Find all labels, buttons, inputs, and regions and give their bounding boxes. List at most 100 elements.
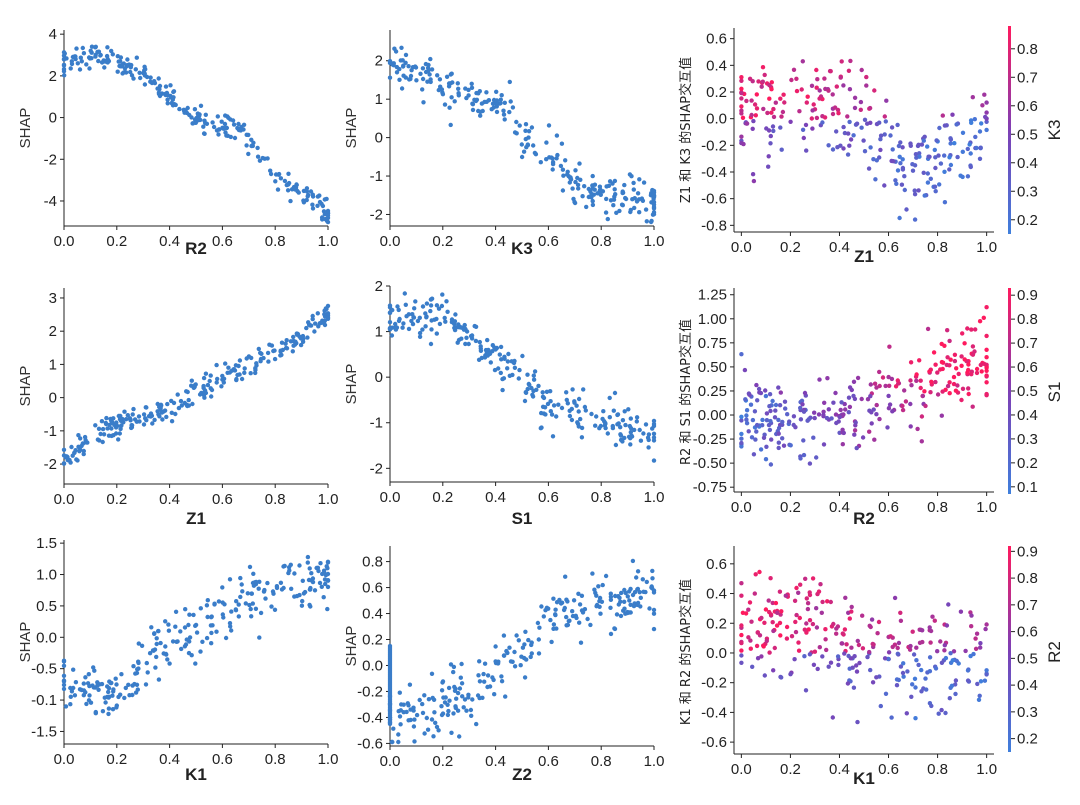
data-point (978, 362, 983, 368)
data-point (788, 119, 793, 125)
data-point (528, 654, 533, 660)
data-point (130, 692, 135, 698)
data-point (141, 422, 147, 427)
data-point (429, 327, 434, 332)
data-point (746, 391, 752, 396)
data-point (777, 589, 783, 594)
data-point (800, 127, 806, 132)
data-point (843, 407, 848, 412)
data-point (851, 379, 857, 384)
y-tick-label: 1 (49, 356, 57, 373)
data-point (612, 626, 618, 632)
data-point (309, 571, 314, 576)
data-point (124, 62, 130, 68)
data-point (274, 584, 280, 589)
data-point (449, 95, 454, 100)
data-point (578, 416, 583, 422)
data-point (748, 402, 754, 407)
data-point (429, 717, 435, 722)
data-point (755, 656, 761, 661)
data-point (594, 414, 599, 419)
data-point (447, 105, 452, 110)
data-point (744, 121, 750, 126)
data-point (769, 87, 774, 92)
data-point (592, 187, 597, 192)
data-point (118, 426, 123, 432)
data-point (431, 697, 437, 702)
data-point (868, 145, 873, 150)
data-point (764, 444, 769, 449)
data-point (811, 662, 817, 667)
data-point (852, 654, 857, 659)
data-point (608, 605, 613, 610)
data-point (459, 661, 464, 667)
data-point (536, 637, 541, 642)
data-point (541, 411, 547, 416)
data-point (942, 643, 947, 648)
data-point (890, 644, 895, 650)
data-point (544, 389, 550, 394)
x-tick-label: 0.6 (538, 233, 559, 250)
data-point (918, 385, 923, 391)
data-point (634, 419, 639, 424)
data-point (575, 182, 581, 188)
data-point (858, 99, 864, 105)
data-point (131, 406, 136, 412)
data-point (577, 602, 583, 607)
data-point (61, 461, 67, 466)
data-point (560, 167, 566, 172)
data-point (494, 109, 500, 115)
data-point (115, 69, 120, 74)
data-point (553, 607, 558, 612)
data-point (398, 708, 403, 713)
data-point (567, 180, 572, 185)
data-point (944, 362, 949, 368)
data-point (847, 119, 852, 125)
data-point (554, 133, 560, 138)
data-point (754, 422, 760, 428)
data-point (524, 657, 529, 662)
data-point (400, 325, 405, 330)
data-point (908, 401, 913, 407)
data-point (776, 445, 781, 451)
data-point (435, 73, 440, 78)
data-point (576, 186, 581, 191)
data-point (940, 113, 945, 118)
data-point (119, 64, 125, 69)
data-point (410, 321, 416, 327)
data-point (778, 96, 783, 101)
data-point (980, 103, 985, 108)
data-point (915, 426, 920, 432)
data-point (61, 679, 67, 684)
data-point (853, 420, 858, 425)
data-point (833, 390, 838, 396)
data-point (887, 383, 892, 388)
data-point (874, 675, 879, 680)
data-point (154, 641, 159, 647)
data-point (764, 126, 769, 131)
data-point (387, 303, 393, 308)
data-point (739, 440, 744, 446)
data-point (192, 384, 197, 390)
data-point (158, 405, 163, 411)
data-point (903, 399, 909, 404)
data-point (923, 676, 928, 681)
data-point (148, 414, 153, 419)
colorbar-tick-label: 0.5 (1017, 126, 1038, 143)
data-point (249, 614, 254, 619)
data-point (420, 304, 426, 309)
data-point (399, 86, 405, 91)
data-point (83, 675, 88, 680)
data-point (935, 392, 941, 397)
data-point (913, 716, 918, 721)
data-point (321, 568, 327, 573)
data-point (925, 180, 931, 185)
data-point (864, 83, 869, 88)
data-point (198, 649, 203, 654)
data-point (439, 87, 445, 92)
data-point (192, 107, 198, 112)
colorbar-tick-label: 0.3 (1017, 704, 1038, 721)
data-point (396, 307, 401, 313)
data-point (558, 601, 564, 606)
data-point (436, 728, 441, 733)
